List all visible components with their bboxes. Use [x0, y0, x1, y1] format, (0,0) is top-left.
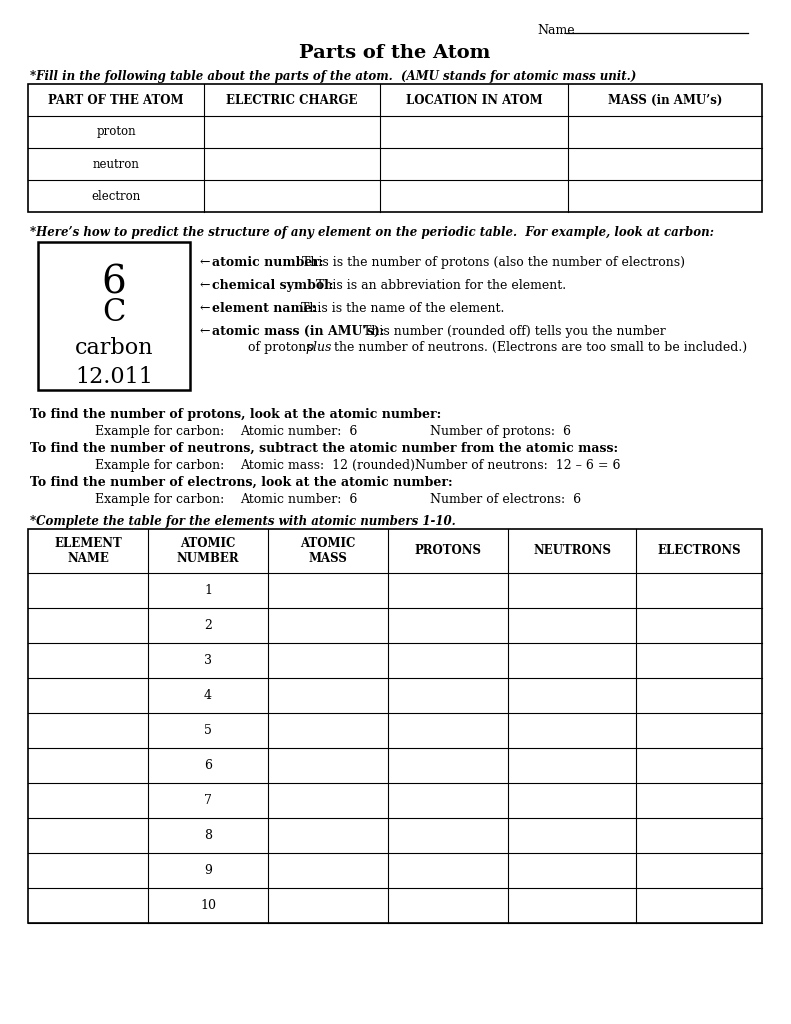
- Text: 8: 8: [204, 829, 212, 842]
- Text: Atomic number:  6: Atomic number: 6: [240, 493, 358, 506]
- Text: *Complete the table for the elements with atomic numbers 1-10.: *Complete the table for the elements wit…: [30, 515, 456, 528]
- Bar: [28, 529, 762, 923]
- Text: 1: 1: [204, 584, 212, 597]
- Text: *Here’s how to predict the structure of any element on the periodic table.  For : *Here’s how to predict the structure of …: [30, 226, 714, 239]
- Text: ATOMIC
NUMBER: ATOMIC NUMBER: [176, 537, 240, 565]
- Text: Example for carbon:: Example for carbon:: [95, 425, 225, 438]
- Text: atomic number:: atomic number:: [212, 256, 324, 269]
- Text: Atomic mass:  12 (rounded): Atomic mass: 12 (rounded): [240, 459, 415, 472]
- Text: This is the name of the element.: This is the name of the element.: [293, 302, 505, 315]
- Text: To find the number of protons, look at the atomic number:: To find the number of protons, look at t…: [30, 408, 441, 421]
- Text: of protons: of protons: [212, 341, 316, 354]
- Text: 7: 7: [204, 794, 212, 807]
- Text: proton: proton: [97, 126, 136, 138]
- Text: PROTONS: PROTONS: [414, 545, 482, 557]
- Text: chemical symbol:: chemical symbol:: [212, 279, 334, 292]
- Text: ←: ←: [200, 325, 210, 338]
- Text: ELEMENT
NAME: ELEMENT NAME: [54, 537, 122, 565]
- Text: PART OF THE ATOM: PART OF THE ATOM: [48, 93, 184, 106]
- Text: Number of protons:  6: Number of protons: 6: [430, 425, 571, 438]
- Text: 4: 4: [204, 689, 212, 702]
- Text: plus: plus: [305, 341, 331, 354]
- Text: ←: ←: [200, 256, 210, 269]
- Text: ←: ←: [200, 279, 210, 292]
- Text: ATOMIC
MASS: ATOMIC MASS: [301, 537, 356, 565]
- Text: NEUTRONS: NEUTRONS: [533, 545, 611, 557]
- Text: To find the number of electrons, look at the atomic number:: To find the number of electrons, look at…: [30, 476, 452, 489]
- Text: 6: 6: [204, 759, 212, 772]
- Text: neutron: neutron: [93, 158, 139, 171]
- Text: MASS (in AMU’s): MASS (in AMU’s): [607, 93, 722, 106]
- Text: ELECTRIC CHARGE: ELECTRIC CHARGE: [226, 93, 358, 106]
- Text: ELECTRONS: ELECTRONS: [657, 545, 741, 557]
- Text: ←: ←: [200, 302, 210, 315]
- Text: This is the number of protons (also the number of electrons): This is the number of protons (also the …: [298, 256, 685, 269]
- Text: Parts of the Atom: Parts of the Atom: [299, 44, 490, 62]
- Text: Number of neutrons:  12 – 6 = 6: Number of neutrons: 12 – 6 = 6: [415, 459, 620, 472]
- Text: Atomic number:  6: Atomic number: 6: [240, 425, 358, 438]
- Text: carbon: carbon: [75, 337, 153, 359]
- Text: *Fill in the following table about the parts of the atom.  (AMU stands for atomi: *Fill in the following table about the p…: [30, 70, 636, 83]
- Text: C: C: [102, 297, 126, 328]
- Text: Example for carbon:: Example for carbon:: [95, 493, 225, 506]
- Text: LOCATION IN ATOM: LOCATION IN ATOM: [406, 93, 543, 106]
- Text: 6: 6: [101, 264, 127, 301]
- Text: 9: 9: [204, 864, 212, 877]
- Text: Example for carbon:: Example for carbon:: [95, 459, 225, 472]
- Text: electron: electron: [92, 189, 141, 203]
- Text: atomic mass (in AMU’s):: atomic mass (in AMU’s):: [212, 325, 384, 338]
- Text: To find the number of neutrons, subtract the atomic number from the atomic mass:: To find the number of neutrons, subtract…: [30, 442, 618, 455]
- Text: This is an abbreviation for the element.: This is an abbreviation for the element.: [308, 279, 566, 292]
- Text: 12.011: 12.011: [75, 366, 153, 388]
- Text: 5: 5: [204, 724, 212, 737]
- Text: 2: 2: [204, 618, 212, 632]
- Text: 10: 10: [200, 899, 216, 912]
- Text: Number of electrons:  6: Number of electrons: 6: [430, 493, 581, 506]
- Text: element name:: element name:: [212, 302, 316, 315]
- Text: Name: Name: [537, 24, 574, 37]
- Text: 3: 3: [204, 654, 212, 667]
- Bar: [28, 84, 762, 212]
- Text: the number of neutrons. (Electrons are too small to be included.): the number of neutrons. (Electrons are t…: [330, 341, 747, 354]
- Bar: [38, 242, 190, 390]
- Text: This number (rounded off) tells you the number: This number (rounded off) tells you the …: [355, 325, 666, 338]
